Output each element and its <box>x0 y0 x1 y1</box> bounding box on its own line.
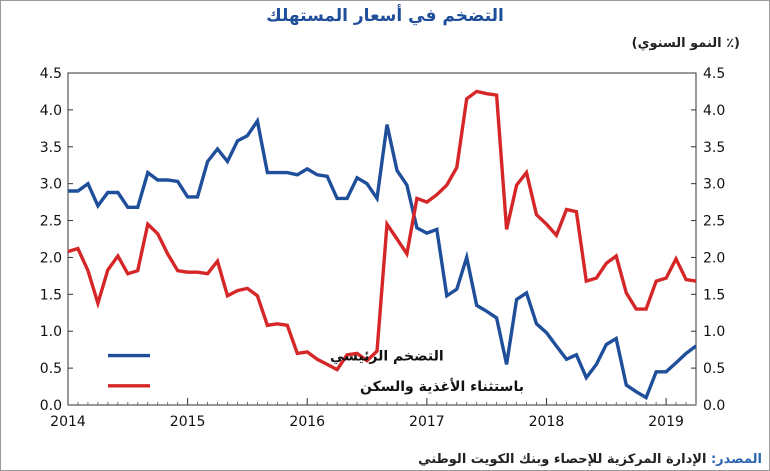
y-tick-label-right: 3.5 <box>703 140 725 156</box>
y-tick-label-right: 1.0 <box>703 324 725 340</box>
y-tick-label-left: 0.5 <box>40 361 62 377</box>
y-tick-label-right: 0.5 <box>703 361 725 377</box>
y-tick-label-right: 4.0 <box>703 103 725 119</box>
y-tick-label-right: 1.5 <box>703 287 725 303</box>
series-line-headline <box>68 116 698 401</box>
y-tick-label-left: 4.0 <box>40 103 62 119</box>
source-text: الإدارة المركزية للإحصاء وبنك الكويت الو… <box>418 452 707 467</box>
y-tick-label-left: 3.0 <box>40 177 62 193</box>
series-line-core <box>67 89 697 372</box>
x-tick-label: 2019 <box>648 414 684 430</box>
y-tick-label-left: 1.0 <box>40 324 62 340</box>
y-tick-label-right: 2.0 <box>703 250 725 266</box>
legend-label-core: باستثناء الأغذية والسكن <box>360 378 524 395</box>
chart-title: التضخم في أسعار المستهلك <box>266 6 504 26</box>
x-tick-label: 2015 <box>170 414 206 430</box>
x-tick-label: 2018 <box>529 414 565 430</box>
y-tick-label-left: 2.5 <box>40 214 62 230</box>
y-tick-label-left: 3.5 <box>40 140 62 156</box>
x-tick-label: 2017 <box>409 414 445 430</box>
plot-area <box>67 72 697 406</box>
y-tick-label-left: 0.0 <box>40 398 62 414</box>
y-tick-label-right: 4.5 <box>703 66 725 82</box>
y-tick-label-left: 2.0 <box>40 250 62 266</box>
y-tick-label-left: 1.5 <box>40 287 62 303</box>
y-tick-label-left: 4.5 <box>40 66 62 82</box>
y-tick-label-right: 0.0 <box>703 398 725 414</box>
unit-label: (٪ النمو السنوي) <box>631 36 740 51</box>
x-tick-label: 2014 <box>50 414 86 430</box>
source-note: المصدر: الإدارة المركزية للإحصاء وبنك ال… <box>0 452 762 467</box>
x-tick-label: 2016 <box>289 414 325 430</box>
legend-label-headline: التضخم الرئيسي <box>330 349 444 365</box>
y-tick-label-right: 2.5 <box>703 214 725 230</box>
source-prefix: المصدر: <box>710 452 762 467</box>
y-tick-label-right: 3.0 <box>703 177 725 193</box>
